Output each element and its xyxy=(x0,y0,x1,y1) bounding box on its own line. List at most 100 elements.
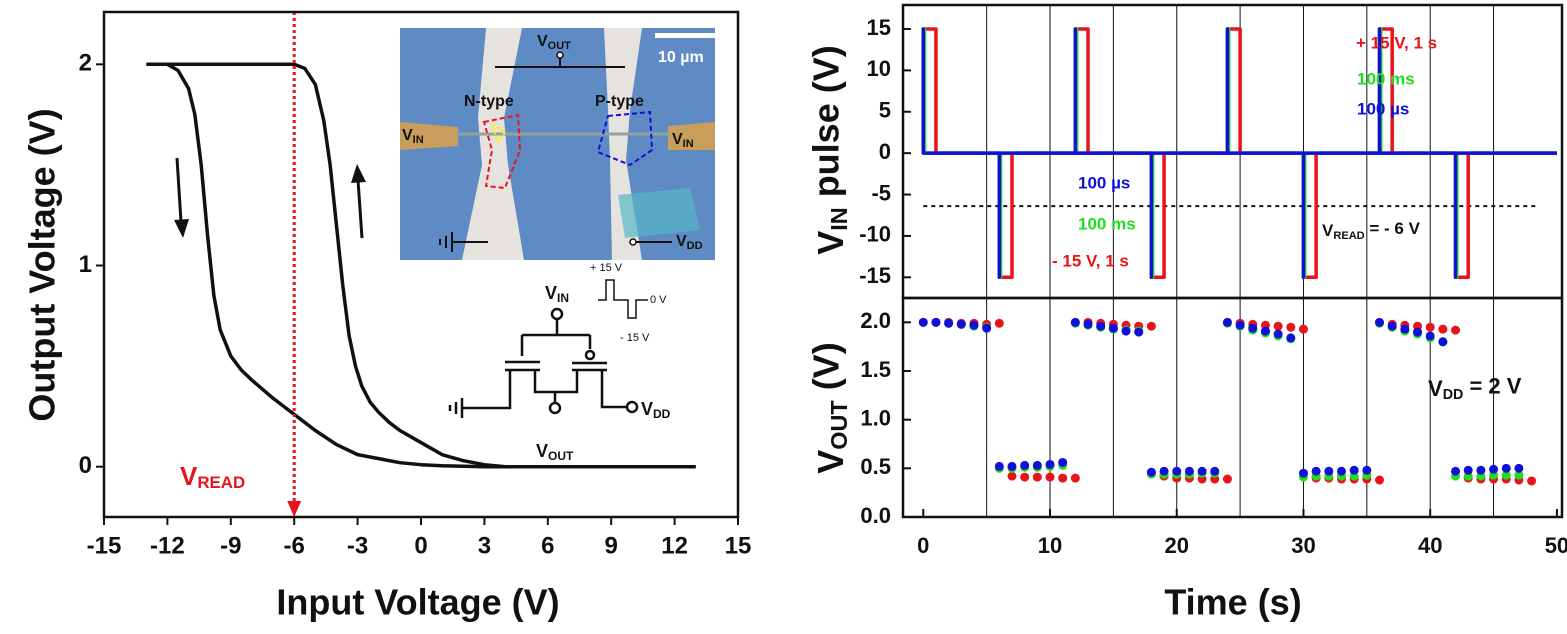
n-region xyxy=(482,113,522,190)
reference-arrow xyxy=(287,501,302,517)
x-tick-label: 3 xyxy=(478,532,491,559)
circuit-label: - 15 V xyxy=(620,332,650,344)
inset-label: VOUT xyxy=(537,33,571,52)
data-point xyxy=(1159,466,1169,476)
y-tick-label: -10 xyxy=(859,222,891,247)
x-tick-label: -15 xyxy=(87,532,122,559)
data-point xyxy=(1083,319,1093,329)
label-part: pulse (V) xyxy=(805,45,846,207)
x-tick-label: 10 xyxy=(1038,533,1062,558)
annotation: 100 µs xyxy=(1357,99,1409,118)
data-point xyxy=(1058,457,1068,467)
inset-label: VDD xyxy=(676,233,703,252)
data-point xyxy=(1260,326,1270,336)
p-region xyxy=(596,110,654,167)
y-tick-label: -5 xyxy=(871,180,891,205)
x-tick-label: 20 xyxy=(1164,533,1188,558)
x-tick-label: 30 xyxy=(1291,533,1315,558)
x-tick-label: 0 xyxy=(917,533,929,558)
y-tick-label: 1.0 xyxy=(860,405,891,430)
data-point xyxy=(1387,321,1397,331)
data-point xyxy=(1045,459,1055,469)
x-tick-label: 15 xyxy=(725,532,752,559)
arrow xyxy=(175,157,183,223)
data-point xyxy=(1235,320,1245,330)
x-tick-label: -12 xyxy=(150,532,185,559)
label-subscript: OUT xyxy=(548,449,574,463)
arrow xyxy=(356,179,364,239)
y-tick-label: 1.5 xyxy=(860,357,891,382)
data-point xyxy=(1273,329,1283,339)
data-point xyxy=(1020,472,1030,482)
data-point xyxy=(1375,317,1385,327)
x-tick-label: -3 xyxy=(347,532,368,559)
data-point xyxy=(1210,466,1220,476)
data-point xyxy=(1286,333,1296,343)
label-part: V xyxy=(641,399,653,419)
x-tick-label: 50 xyxy=(1545,533,1567,558)
label-part: = 2 V xyxy=(1463,373,1521,398)
label-part: V xyxy=(402,127,413,144)
data-point xyxy=(1514,463,1524,473)
data-point xyxy=(1514,470,1524,480)
label-subscript: OUT xyxy=(826,400,852,450)
data-point xyxy=(956,319,966,329)
data-point xyxy=(1451,325,1461,335)
data-point xyxy=(931,317,941,327)
y-tick-label: 2.0 xyxy=(860,308,891,333)
data-point xyxy=(1070,317,1080,327)
data-point xyxy=(1032,460,1042,470)
pulse-sketch xyxy=(598,279,648,319)
label-part: V xyxy=(536,441,548,461)
data-point xyxy=(1058,473,1068,483)
y-tick-label: -15 xyxy=(859,263,891,288)
data-point xyxy=(1146,321,1156,331)
y-tick-label: 15 xyxy=(867,15,891,40)
terminal xyxy=(629,238,637,246)
gate-wire xyxy=(520,319,592,356)
data-point xyxy=(994,318,1004,328)
x-axis-label: Input Voltage (V) xyxy=(276,582,559,623)
annotation: 100 ms xyxy=(1357,69,1415,88)
arrow-head xyxy=(351,164,366,183)
annotation: - 15 V, 1 s xyxy=(1052,251,1129,270)
label-part: V xyxy=(1428,376,1443,401)
scale-bar xyxy=(655,33,718,38)
label-part: = - 6 V xyxy=(1365,219,1421,238)
data-point xyxy=(1070,473,1080,483)
x-tick-label: 6 xyxy=(541,532,554,559)
terminal xyxy=(550,307,564,321)
label-part: (V) xyxy=(805,342,846,400)
data-point xyxy=(1121,326,1131,336)
data-point xyxy=(1108,323,1118,333)
y-axis-label: VIN pulse (V) xyxy=(805,45,852,254)
gate xyxy=(505,360,607,365)
data-point xyxy=(1298,468,1308,478)
x-tick-label: 0 xyxy=(414,532,427,559)
terminal xyxy=(625,400,639,414)
p-bubble xyxy=(584,349,596,361)
circuit-label: + 15 V xyxy=(590,262,623,274)
x-tick-label: -6 xyxy=(284,532,305,559)
electrode xyxy=(462,28,524,260)
data-point xyxy=(1425,322,1435,332)
data-point xyxy=(1349,465,1359,475)
inset-label: P-type xyxy=(595,93,644,110)
x-tick-label: 9 xyxy=(605,532,618,559)
data-point xyxy=(1451,466,1461,476)
data-point xyxy=(1324,466,1334,476)
y-tick-label: 10 xyxy=(867,56,891,81)
circuit-label: VIN xyxy=(545,283,569,305)
circuit-label: 0 V xyxy=(650,294,667,306)
label-part: V xyxy=(810,231,851,255)
label-part: V xyxy=(1322,221,1334,240)
data-point xyxy=(1007,461,1017,471)
label-subscript: IN xyxy=(683,138,694,150)
data-point xyxy=(1298,324,1308,334)
inset-label: VIN xyxy=(672,131,694,150)
label-subscript: IN xyxy=(826,207,852,230)
label-part: V xyxy=(810,450,851,474)
y-tick-label: 0.0 xyxy=(860,503,891,528)
inset-photo: 10 µm VOUT N-type P-type VIN VIN VDD xyxy=(400,28,718,260)
